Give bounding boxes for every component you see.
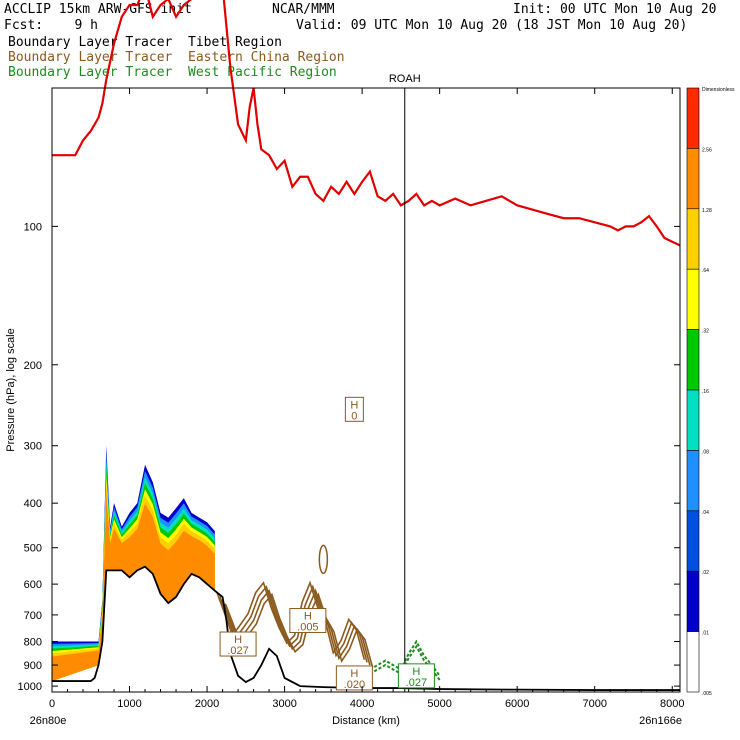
y-tick-label-3: 400 <box>24 498 42 510</box>
h-marker-box-4 <box>397 663 435 689</box>
h-marker-value-3: .020 <box>344 679 365 691</box>
colorbar-swatch-0 <box>686 87 700 149</box>
h-marker-symbol-2: H <box>234 634 242 646</box>
x-tick-label-0: 0 <box>49 698 55 710</box>
y-tick-label-2: 300 <box>24 441 42 453</box>
h-marker-box-3 <box>335 665 373 691</box>
x-tick-label-6: 6000 <box>505 698 529 710</box>
colorbar-swatch-4 <box>686 329 700 391</box>
colorbar-swatch-1 <box>686 148 700 210</box>
eastern-china-contour-0 <box>221 588 371 666</box>
h-marker-symbol-1: H <box>304 611 312 623</box>
legend-tibet: Boundary Layer Tracer Tibet Region <box>8 35 282 50</box>
x-tick-label-8: 8000 <box>660 698 684 710</box>
h-marker-value-1: .005 <box>297 622 318 634</box>
y-tick-label-0: 100 <box>24 221 42 233</box>
h-marker-box-2 <box>219 631 257 657</box>
x-axis-label: Distance (km) <box>332 715 400 727</box>
colorbar-swatch-2 <box>686 208 700 270</box>
x-left-endpoint: 26n80e <box>30 715 67 727</box>
x-tick-label-5: 5000 <box>427 698 451 710</box>
west-pacific-contour-0 <box>369 639 441 677</box>
colorbar-swatch-3 <box>686 268 700 330</box>
h-marker-box-0 <box>344 396 364 422</box>
colorbar-swatch-9 <box>686 631 700 693</box>
colorbar-label-4: .32 <box>702 329 709 335</box>
x-right-endpoint: 26n166e <box>639 715 682 727</box>
y-tick-label-7: 800 <box>24 637 42 649</box>
h-marker-value-4: .027 <box>406 677 427 689</box>
forecast-hour: Fcst: 9 h <box>4 18 98 33</box>
colorbar-label-5: .16 <box>702 389 709 395</box>
h-marker-symbol-0: H <box>350 399 358 411</box>
y-tick-label-8: 900 <box>24 660 42 672</box>
terrain-line <box>52 565 680 691</box>
init-time: Init: 00 UTC Mon 10 Aug 20 <box>513 2 717 17</box>
valid-time: Valid: 09 UTC Mon 10 Aug 20 (18 JST Mon … <box>296 18 688 33</box>
h-marker-symbol-4: H <box>412 666 420 678</box>
colorbar-label-1: 2.56 <box>702 147 712 153</box>
h-marker-value-2: .027 <box>227 645 248 657</box>
h-marker-box-1 <box>289 608 327 634</box>
y-tick-label-6: 700 <box>24 610 42 622</box>
tropopause-line <box>52 0 681 247</box>
colorbar-swatch-5 <box>686 389 700 451</box>
colorbar-label-0: Dimensionless <box>702 87 735 93</box>
y-tick-label-4: 500 <box>24 543 42 555</box>
y-axis-label: Pressure (hPa), log scale <box>5 328 17 452</box>
plot-frame <box>51 87 681 693</box>
eastern-china-contour-1 <box>219 584 368 663</box>
model-title: ACCLIP 15km ARW-GFS init <box>4 2 192 17</box>
colorbar-label-6: .08 <box>702 449 709 455</box>
roah-marker-label: ROAH <box>389 73 421 85</box>
colorbar-label-2: 1.28 <box>702 208 712 214</box>
colorbar-swatch-6 <box>686 450 700 512</box>
y-tick-label-5: 600 <box>24 579 42 591</box>
eastern-china-contour-3 <box>216 580 366 660</box>
tracer-fill-layer-6 <box>52 493 215 682</box>
x-tick-label-4: 4000 <box>350 698 374 710</box>
x-tick-label-7: 7000 <box>582 698 606 710</box>
tracer-fill-layer-4 <box>52 475 215 682</box>
h-marker-symbol-3: H <box>350 668 358 680</box>
x-tick-label-2: 2000 <box>195 698 219 710</box>
x-tick-label-3: 3000 <box>272 698 296 710</box>
org-label: NCAR/MMM <box>272 2 335 17</box>
h-marker-value-0: 0 <box>351 410 357 422</box>
colorbar-label-9: .01 <box>702 631 709 637</box>
colorbar-label-3: .64 <box>702 268 709 274</box>
y-tick-label-1: 200 <box>24 360 42 372</box>
y-tick-label-9: 1000 <box>18 681 42 693</box>
colorbar-swatch-7 <box>686 510 700 572</box>
colorbar-label-7: .04 <box>702 510 709 516</box>
colorbar-swatch-8 <box>686 570 700 632</box>
colorbar-label-10: .005 <box>702 691 712 697</box>
eastern-china-contour-blob <box>318 544 329 575</box>
colorbar-label-8: .02 <box>702 570 709 576</box>
x-tick-label-1: 1000 <box>117 698 141 710</box>
